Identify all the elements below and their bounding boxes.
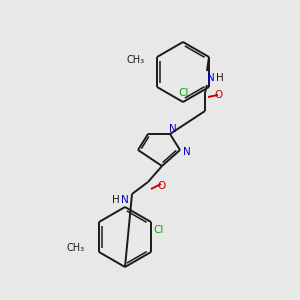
- Text: N: N: [169, 124, 177, 134]
- Text: H: H: [216, 73, 224, 83]
- Text: H: H: [112, 195, 120, 205]
- Text: N: N: [183, 147, 191, 157]
- Text: Cl: Cl: [154, 225, 164, 235]
- Text: CH₃: CH₃: [127, 55, 145, 65]
- Text: Cl: Cl: [179, 88, 189, 98]
- Text: O: O: [215, 90, 223, 100]
- Text: N: N: [207, 73, 215, 83]
- Text: O: O: [158, 181, 166, 191]
- Text: CH₃: CH₃: [67, 243, 85, 253]
- Text: N: N: [121, 195, 129, 205]
